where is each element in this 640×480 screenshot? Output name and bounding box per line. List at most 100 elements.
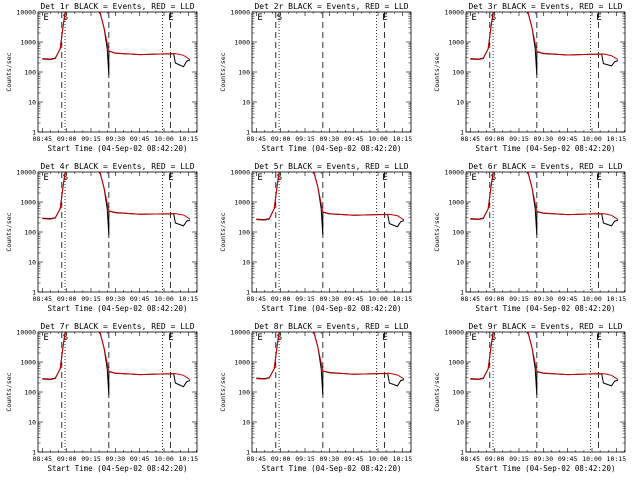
x-tick-label: 09:00 — [271, 135, 291, 143]
x-axis-label: Start Time (04-Sep-02 08:42:20) — [476, 464, 616, 473]
marker-label: S — [491, 173, 496, 183]
y-tick-label: 10000 — [230, 169, 250, 177]
y-axis-label: Counts/sec — [219, 212, 227, 251]
plot-frame — [465, 171, 626, 293]
series-group — [470, 332, 619, 395]
x-tick-label: 09:15 — [81, 135, 101, 143]
plot-frame — [37, 11, 198, 133]
x-tick-label: 09:45 — [344, 135, 364, 143]
x-tick-label: 09:00 — [485, 455, 505, 463]
panel-title: Det 8r BLACK = Events, RED = LLD — [254, 322, 408, 331]
x-tick-label: 10:15 — [607, 135, 627, 143]
detector-panel-6: Det 6r BLACK = Events, RED = LLD Counts/s… — [433, 162, 626, 313]
y-tick-label: 100 — [452, 389, 464, 397]
y-tick-label: 1 — [246, 449, 250, 457]
x-tick-label: 10:15 — [179, 295, 199, 303]
y-tick-label: 1000 — [20, 199, 36, 207]
x-tick-label: 10:00 — [154, 135, 174, 143]
x-tick-label: 10:00 — [154, 295, 174, 303]
x-axis-label: Start Time (04-Sep-02 08:42:20) — [48, 304, 188, 313]
marker-label: E — [471, 173, 476, 183]
x-tick-label: 08:45 — [461, 295, 481, 303]
marker-label: E — [43, 173, 48, 183]
y-tick-label: 10 — [242, 259, 250, 267]
x-tick-label: 09:15 — [295, 455, 315, 463]
y-tick-label: 1 — [460, 289, 464, 297]
marker-label: E — [257, 13, 262, 23]
x-tick-label: 08:45 — [33, 135, 53, 143]
x-tick-label: 09:00 — [57, 135, 77, 143]
y-tick-label: 100 — [24, 389, 36, 397]
detector-panel-2: Det 2r BLACK = Events, RED = LLD Counts/s… — [219, 2, 412, 153]
lld-series-line — [42, 172, 191, 220]
x-tick-label: 09:30 — [320, 295, 340, 303]
y-tick-label: 1000 — [234, 199, 250, 207]
x-tick-label: 10:15 — [393, 455, 413, 463]
x-tick-label: 09:15 — [509, 455, 529, 463]
y-tick-label: 1000 — [234, 359, 250, 367]
plot-frame — [251, 171, 412, 293]
marker-label: E — [168, 173, 173, 183]
y-tick-label: 100 — [452, 69, 464, 77]
marker-label: S — [491, 333, 496, 343]
x-tick-label: 09:45 — [344, 295, 364, 303]
y-tick-label: 1 — [32, 449, 36, 457]
x-tick-label: 08:45 — [33, 295, 53, 303]
marker-label: E — [257, 333, 262, 343]
marker-label: S — [277, 173, 282, 183]
y-tick-label: 10 — [456, 259, 464, 267]
y-axis-label: Counts/sec — [433, 52, 441, 91]
x-tick-label: 09:15 — [295, 295, 315, 303]
y-tick-label: 1 — [460, 129, 464, 137]
marker-label: E — [382, 13, 387, 23]
marker-label: E — [168, 13, 173, 23]
x-tick-label: 09:15 — [509, 295, 529, 303]
panel-title: Det 1r BLACK = Events, RED = LLD — [40, 2, 194, 11]
y-tick-label: 100 — [24, 229, 36, 237]
x-axis-label: Start Time (04-Sep-02 08:42:20) — [262, 144, 402, 153]
x-tick-label: 09:00 — [271, 455, 291, 463]
x-axis-label: Start Time (04-Sep-02 08:42:20) — [262, 464, 402, 473]
panel-title: Det 2r BLACK = Events, RED = LLD — [254, 2, 408, 11]
x-tick-label: 08:45 — [247, 295, 267, 303]
y-axis-label: Counts/sec — [5, 372, 13, 411]
marker-label: S — [277, 13, 282, 23]
plot-frame — [251, 331, 412, 453]
detector-panel-8: Det 8r BLACK = Events, RED = LLD Counts/s… — [219, 322, 412, 473]
x-tick-label: 10:00 — [368, 295, 388, 303]
y-tick-label: 10000 — [16, 329, 36, 337]
marker-label: E — [596, 333, 601, 343]
x-tick-label: 10:15 — [393, 135, 413, 143]
x-tick-label: 09:45 — [558, 135, 578, 143]
x-tick-label: 08:45 — [247, 135, 267, 143]
x-tick-label: 09:30 — [320, 455, 340, 463]
series-group — [42, 12, 191, 75]
marker-label: E — [257, 173, 262, 183]
x-tick-label: 10:15 — [607, 295, 627, 303]
y-tick-label: 10 — [242, 419, 250, 427]
lld-series-line — [256, 172, 405, 221]
detector-panel-4: Det 4r BLACK = Events, RED = LLD Counts/s… — [5, 162, 198, 313]
y-tick-label: 1000 — [448, 39, 464, 47]
lld-series-line — [470, 12, 619, 61]
x-tick-label: 09:30 — [106, 135, 126, 143]
x-tick-label: 10:00 — [154, 455, 174, 463]
y-tick-label: 10000 — [444, 9, 464, 17]
x-tick-label: 09:45 — [130, 295, 150, 303]
x-tick-label: 09:30 — [106, 295, 126, 303]
lld-series-line — [42, 332, 191, 381]
marker-label: E — [471, 333, 476, 343]
x-tick-label: 10:00 — [368, 455, 388, 463]
marker-label: S — [63, 333, 68, 343]
x-tick-label: 09:15 — [81, 455, 101, 463]
y-axis-label: Counts/sec — [433, 212, 441, 251]
plot-frame — [37, 331, 198, 453]
panel-title: Det 6r BLACK = Events, RED = LLD — [468, 162, 622, 171]
x-axis-label: Start Time (04-Sep-02 08:42:20) — [262, 304, 402, 313]
x-tick-label: 10:00 — [582, 135, 602, 143]
x-tick-label: 08:45 — [461, 455, 481, 463]
y-tick-label: 100 — [452, 229, 464, 237]
x-tick-label: 10:15 — [393, 295, 413, 303]
x-tick-label: 10:15 — [607, 455, 627, 463]
marker-label: S — [491, 13, 496, 23]
